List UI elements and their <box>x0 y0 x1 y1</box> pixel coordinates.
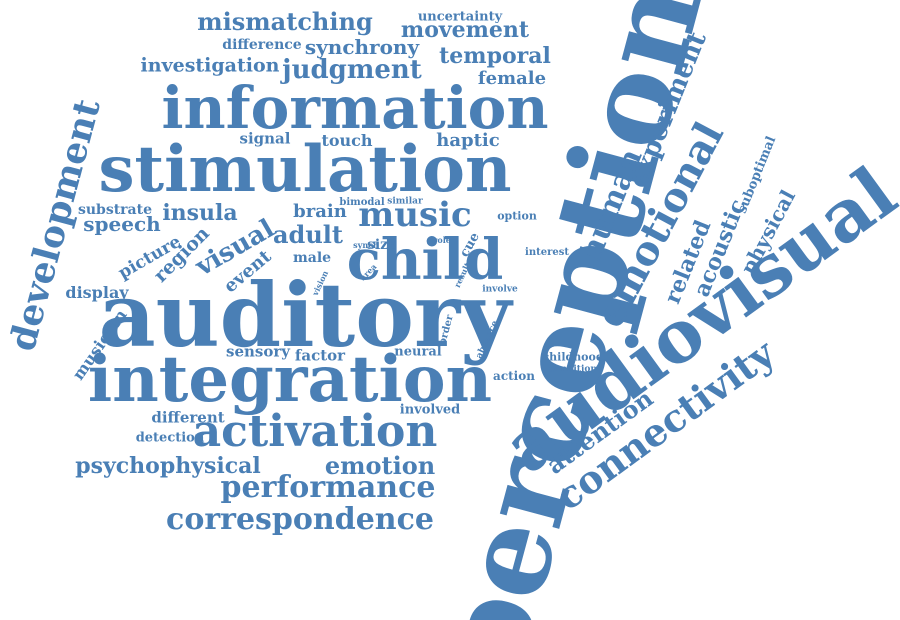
word-female: female <box>477 68 547 89</box>
word-judgment: judgment <box>282 55 422 85</box>
word-emotion: emotion <box>324 451 436 480</box>
word-sensory: sensory <box>226 342 290 361</box>
word-adult: adult <box>273 220 343 249</box>
word-information: information <box>161 74 549 142</box>
word-factor: factor <box>294 346 346 365</box>
word-action: action <box>493 369 535 383</box>
word-insula: insula <box>162 200 238 226</box>
word-synch: synch <box>353 240 379 250</box>
word-psychophysical: psychophysical <box>75 453 261 479</box>
word-music: music <box>358 195 472 235</box>
word-childhood: childhood <box>542 350 604 364</box>
word-involved: involved <box>399 402 461 418</box>
word-role: role <box>433 235 451 245</box>
word-correspondence: correspondence <box>166 502 434 537</box>
word-investigation: investigation <box>140 54 280 77</box>
word-temporal: temporal <box>439 43 551 69</box>
word-male: male <box>292 250 332 266</box>
word-auditory: auditory <box>98 263 512 367</box>
word-detection: detection <box>135 430 205 446</box>
word-involve: involve <box>482 284 518 295</box>
word-brain: brain <box>293 201 347 222</box>
word-difference: difference <box>222 37 302 53</box>
word-condition: condition <box>549 364 597 375</box>
word-stimulation: stimulation <box>98 132 512 207</box>
word-option: option <box>497 209 537 223</box>
word-neural: neural <box>394 344 442 360</box>
word-activation: activation <box>192 406 438 457</box>
word-speech: speech <box>83 212 161 236</box>
word-size: size <box>366 237 398 253</box>
word-integration: integration <box>87 342 493 417</box>
word-interest: interest <box>525 247 569 258</box>
word-mismatching: mismatching <box>197 7 373 36</box>
word-bimodal: bimodal <box>339 197 385 208</box>
word-performance: performance <box>220 470 436 505</box>
word-child: child <box>346 227 504 293</box>
word-display: display <box>65 283 129 302</box>
word-movement: movement <box>400 17 530 43</box>
word-substrate: substrate <box>77 202 153 218</box>
word-uncertainty: uncertainty <box>417 9 503 25</box>
word-different: different <box>151 408 225 427</box>
word-signal: signal <box>239 129 291 148</box>
word-touch: touch <box>321 131 373 150</box>
word-synchrony: synchrony <box>304 35 420 59</box>
word-haptic: haptic <box>436 130 500 151</box>
word-similar: similar <box>387 196 423 207</box>
